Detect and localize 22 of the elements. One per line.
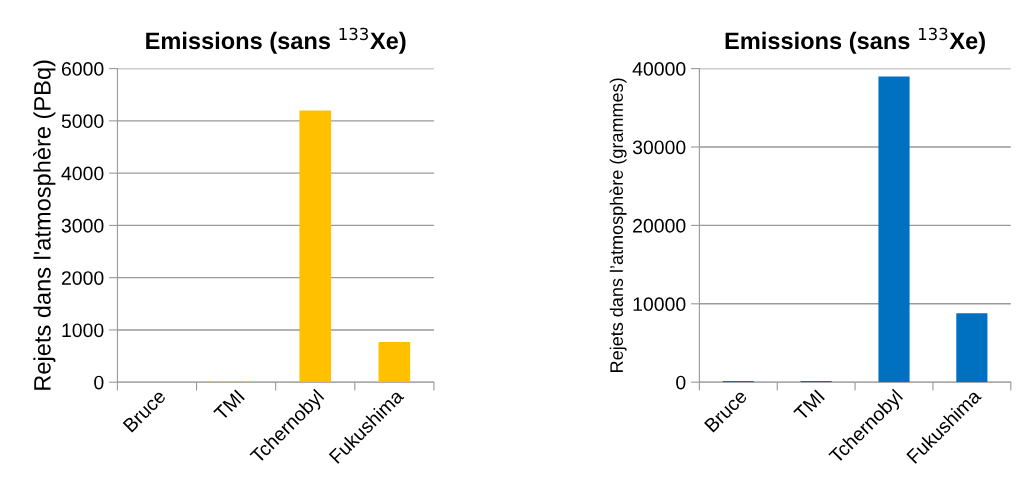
bar <box>378 341 411 383</box>
x-tick-label: TMI <box>213 389 245 422</box>
y-tick-label: 6000 <box>61 62 104 76</box>
y-tick-label: 5000 <box>61 114 104 129</box>
y-tick-label: 30000 <box>632 140 686 155</box>
y-tick-label: 0 <box>94 375 104 390</box>
y-tick-label: 0 <box>676 375 686 390</box>
y-tick-label: 3000 <box>61 218 104 233</box>
chart-title: Emissions (sans $^{133}$Xe) <box>725 27 985 54</box>
y-axis-title: Rejets dans l'atmosphère (PBq) <box>33 60 56 390</box>
y-tick-label: 1000 <box>62 323 104 338</box>
bar <box>299 110 332 383</box>
x-tick-label: TMI <box>793 389 825 422</box>
chart-title: Emissions (sans $^{133}$Xe) <box>146 27 406 54</box>
y-tick-label: 4000 <box>61 166 104 181</box>
bar <box>878 76 910 383</box>
y-tick-label: 40000 <box>632 62 686 76</box>
y-tick-label: 20000 <box>633 218 686 233</box>
bar <box>956 313 988 383</box>
y-tick-label: 10000 <box>633 297 686 312</box>
y-axis-title: Rejets dans l’atmosphère (grammes) <box>609 78 627 372</box>
y-tick-label: 2000 <box>61 271 104 285</box>
